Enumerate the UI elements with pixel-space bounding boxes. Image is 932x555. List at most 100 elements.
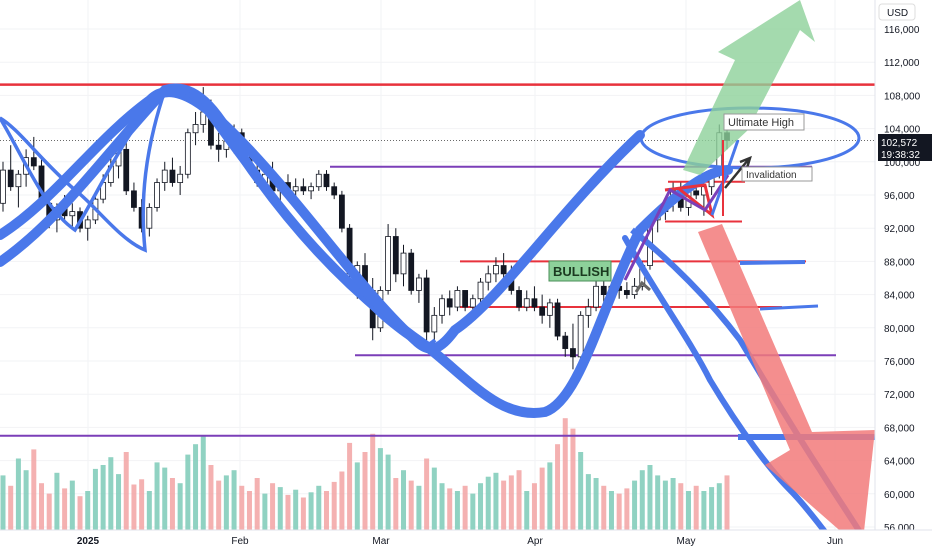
volume-bar bbox=[85, 491, 91, 530]
candle-body bbox=[562, 335, 569, 349]
candle-body bbox=[315, 173, 322, 188]
candle-body bbox=[500, 265, 507, 275]
red-down-arrow[interactable] bbox=[698, 224, 875, 550]
volume-bar bbox=[293, 489, 299, 530]
black-arrow-up[interactable] bbox=[724, 155, 752, 189]
volume-bar bbox=[408, 480, 414, 530]
blue-arrow-short[interactable] bbox=[710, 139, 740, 216]
candle-body bbox=[523, 298, 530, 308]
volume-bar bbox=[424, 458, 430, 530]
candle-body bbox=[300, 186, 307, 192]
volume-bar bbox=[270, 483, 276, 530]
candle-body bbox=[423, 277, 430, 333]
volume-bar bbox=[77, 496, 83, 530]
volume-bar bbox=[8, 485, 14, 530]
volume-bar bbox=[539, 467, 545, 530]
volume-bar bbox=[508, 475, 514, 530]
bullish-label[interactable]: BULLISH bbox=[548, 260, 612, 282]
blue-left-loop[interactable] bbox=[0, 88, 167, 253]
volume-bar bbox=[54, 472, 60, 530]
volume-bar bbox=[162, 467, 168, 530]
volume-bar bbox=[632, 480, 638, 530]
volume-bar bbox=[262, 493, 268, 530]
candle-body bbox=[177, 173, 184, 183]
invalidation-label[interactable]: Invalidation bbox=[741, 166, 813, 182]
volume-bar bbox=[116, 474, 122, 530]
candle-body bbox=[600, 285, 607, 295]
volume-bar bbox=[485, 476, 491, 530]
volume-bar bbox=[639, 470, 645, 530]
candle-body bbox=[593, 285, 599, 308]
volume-bar bbox=[524, 491, 530, 530]
candle-body bbox=[554, 302, 561, 337]
blue-level-stroke[interactable] bbox=[739, 260, 806, 265]
volume-bar bbox=[108, 457, 114, 530]
volume-bar bbox=[562, 418, 568, 530]
x-tick-label: 2025 bbox=[77, 536, 100, 547]
candle-body bbox=[84, 219, 91, 229]
y-tick-label: 100,000 bbox=[884, 158, 921, 169]
volume-bar bbox=[185, 454, 191, 530]
blue-upper-wave[interactable] bbox=[164, 84, 437, 347]
volume-bar bbox=[593, 478, 599, 530]
horizontal-levels[interactable] bbox=[0, 83, 875, 437]
red-triangle-pattern[interactable] bbox=[664, 183, 715, 219]
volume-bar bbox=[478, 483, 484, 530]
candle-body bbox=[408, 252, 415, 291]
invalidation-text: Invalidation bbox=[746, 170, 797, 181]
candle-body bbox=[539, 306, 546, 316]
volume-bar bbox=[462, 485, 468, 530]
purple-wedge[interactable] bbox=[623, 174, 730, 281]
candle-body bbox=[215, 144, 222, 150]
bullish-text: BULLISH bbox=[553, 264, 609, 279]
volume-bar bbox=[670, 478, 676, 530]
ultimate-high-label[interactable]: Ultimate High bbox=[723, 113, 805, 131]
volume-bar bbox=[308, 492, 314, 530]
candle-body bbox=[431, 314, 438, 333]
blue-channel-curve[interactable] bbox=[0, 87, 645, 354]
volume-bar bbox=[655, 475, 661, 530]
blue-level-stroke-lower[interactable] bbox=[759, 304, 819, 311]
volume-bar bbox=[662, 480, 668, 530]
volume-bar bbox=[15, 458, 21, 530]
green-up-arrow[interactable] bbox=[683, 0, 815, 175]
volume-bar bbox=[531, 483, 537, 530]
volume-bar bbox=[146, 491, 152, 530]
currency-text: USD bbox=[887, 8, 908, 19]
candle-body bbox=[516, 290, 522, 308]
volume-bar bbox=[246, 491, 252, 530]
volume-bar bbox=[285, 494, 291, 530]
volume-bar bbox=[624, 488, 630, 530]
last-price-text: 102,572 bbox=[881, 138, 918, 149]
volume-bar bbox=[401, 470, 407, 530]
candle-body bbox=[0, 169, 6, 204]
x-tick-label: Jun bbox=[827, 536, 843, 547]
volume-bar bbox=[362, 452, 368, 530]
candle-body bbox=[7, 169, 14, 188]
candle-body bbox=[439, 298, 445, 316]
volume-bar bbox=[393, 478, 399, 530]
volume-bar bbox=[46, 493, 52, 530]
volume-bar bbox=[354, 462, 360, 530]
candle-body bbox=[392, 236, 399, 275]
black-arrow-small[interactable] bbox=[634, 280, 651, 293]
blue-down-curve[interactable] bbox=[622, 235, 843, 553]
volume-bar bbox=[316, 485, 322, 530]
volume-bar bbox=[647, 465, 653, 530]
volume-bar bbox=[123, 452, 129, 530]
y-tick-label: 84,000 bbox=[884, 291, 915, 302]
volume-bar bbox=[208, 465, 214, 530]
countdown-text: 19:38:32 bbox=[881, 150, 920, 161]
candle-body bbox=[154, 182, 160, 208]
candle-body bbox=[15, 173, 22, 188]
candle-body bbox=[577, 314, 584, 358]
currency-badge[interactable]: USD bbox=[878, 3, 916, 21]
candle-body bbox=[385, 236, 392, 291]
candle-body bbox=[192, 124, 199, 134]
candle-body bbox=[146, 207, 153, 229]
annotations[interactable]: Ultimate High Invalidation BULLISH bbox=[548, 113, 813, 282]
candle-body bbox=[454, 290, 461, 308]
